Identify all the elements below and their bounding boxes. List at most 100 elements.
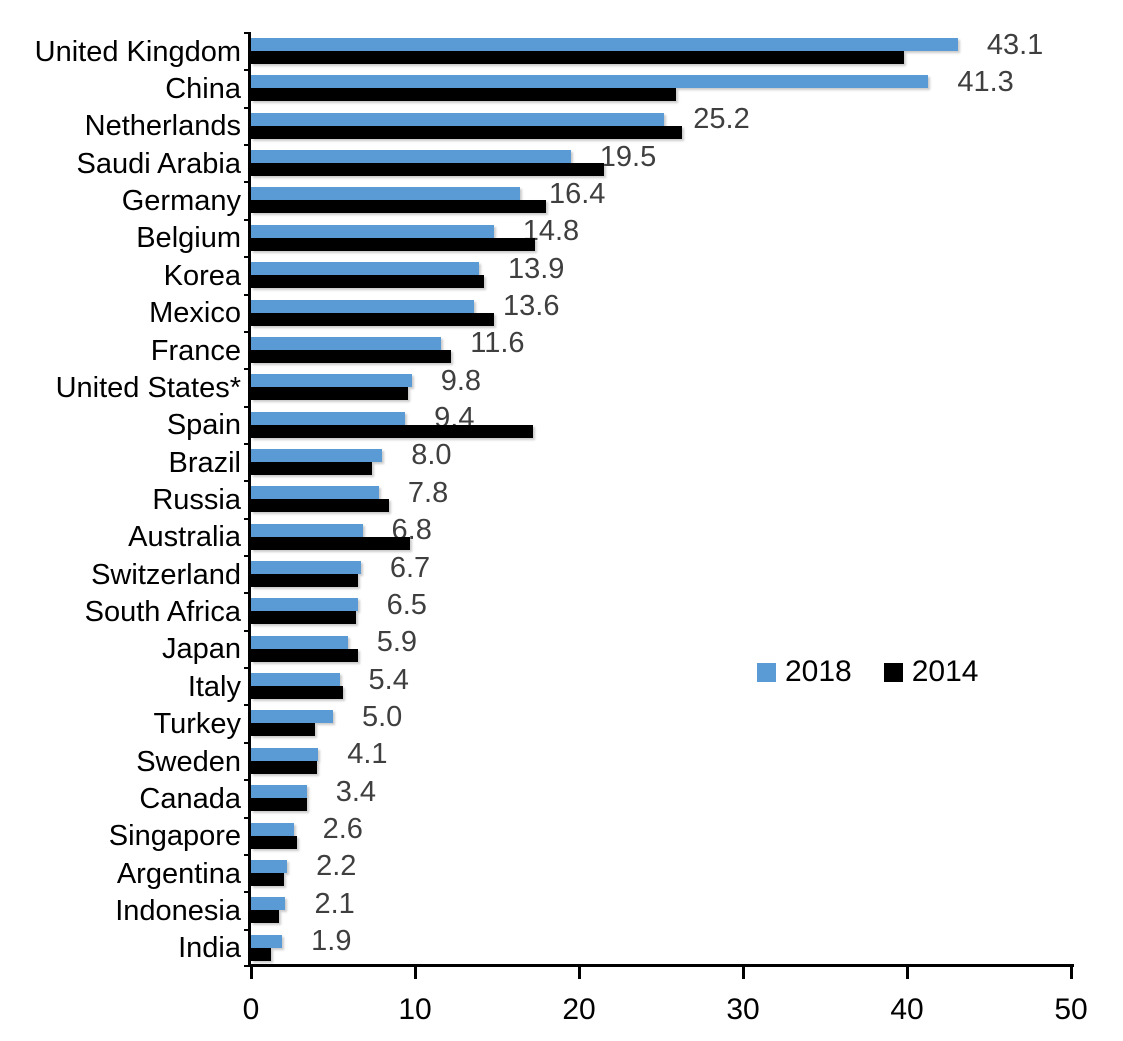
category-label: Australia [128, 521, 241, 554]
x-axis-tick [413, 967, 417, 979]
value-label: 11.6 [470, 327, 525, 360]
bar-2018 [251, 75, 929, 89]
bar-2014 [251, 51, 904, 64]
bar-2018 [251, 448, 383, 462]
y-axis-category-tick [244, 293, 251, 296]
category-label: Singapore [108, 820, 241, 853]
bar-2018 [251, 859, 288, 873]
value-label: 25.2 [693, 103, 750, 136]
value-label: 19.5 [599, 140, 657, 173]
y-axis-category-tick [244, 106, 251, 109]
y-axis-category-tick [244, 517, 251, 520]
category-label: Argentina [116, 857, 241, 890]
y-axis-category-tick [244, 704, 251, 707]
bar-2014 [251, 163, 604, 177]
y-axis-category-tick [244, 555, 251, 558]
value-label: 1.9 [311, 925, 352, 958]
x-axis-tick [905, 967, 909, 979]
y-axis-category-tick [244, 144, 251, 147]
y-axis-category-tick [244, 405, 251, 408]
bar-2018 [251, 822, 294, 836]
bar-2018 [251, 785, 307, 799]
bar-2014 [251, 611, 356, 625]
value-label: 3.4 [335, 775, 377, 808]
bar-2014 [251, 125, 683, 139]
bar-2018 [251, 635, 348, 649]
bar-2014 [251, 499, 389, 513]
value-label: 5.0 [362, 700, 403, 733]
y-axis-category-tick [244, 32, 251, 34]
y-axis-category-tick [244, 816, 251, 819]
y-axis-category-tick [244, 779, 251, 782]
value-label: 7.8 [407, 476, 449, 509]
y-axis-category-tick [244, 853, 251, 856]
bar-2018 [251, 224, 494, 238]
y-axis-category-tick [244, 181, 251, 184]
x-axis-tick [1069, 967, 1073, 979]
value-label: 41.3 [957, 65, 1014, 98]
category-label: Italy [187, 670, 241, 703]
bar-2014 [251, 872, 284, 886]
category-label: Canada [139, 782, 241, 815]
y-axis-category-tick [244, 667, 251, 670]
bar-2014 [251, 536, 411, 550]
bar-2018 [251, 112, 665, 126]
value-label: 9.8 [440, 364, 482, 397]
category-label: Japan [161, 633, 241, 666]
bar-2014 [251, 910, 279, 924]
y-axis-category-tick [244, 629, 251, 632]
category-label: China [165, 73, 241, 106]
y-axis-category-tick [244, 368, 251, 371]
legend-label: 2018 [785, 655, 852, 688]
y-axis-category-tick [244, 965, 251, 967]
bar-2014 [251, 275, 484, 289]
bar-2018 [251, 710, 333, 724]
y-axis-line [248, 33, 251, 967]
bar-2018 [251, 934, 283, 948]
value-label: 8.0 [411, 439, 452, 472]
x-axis-tick [249, 967, 253, 979]
category-label: Saudi Arabia [76, 147, 241, 180]
y-axis-category-tick [244, 442, 251, 445]
bar-2014 [251, 200, 547, 214]
bar-2018 [251, 299, 475, 313]
category-label: Indonesia [115, 894, 241, 927]
bar-2018 [251, 262, 479, 276]
value-label: 4.1 [347, 738, 388, 771]
legend-item-2018: 2018 [757, 657, 852, 687]
category-label: Belgium [136, 222, 241, 255]
y-axis-category-tick [244, 256, 251, 259]
x-tick-label: 50 [1054, 993, 1088, 1026]
y-axis-category-tick [244, 218, 251, 221]
category-label: Netherlands [84, 110, 241, 143]
bar-2018 [251, 673, 340, 687]
bar-2014 [251, 648, 358, 662]
category-label: Russia [152, 484, 241, 516]
value-label: 6.7 [389, 551, 431, 584]
category-label: Turkey [153, 708, 241, 741]
bar-2018 [251, 336, 442, 350]
category-label: Spain [166, 409, 241, 442]
bar-2018 [251, 411, 406, 425]
bar-2018 [251, 486, 379, 500]
y-axis-category-tick [244, 480, 251, 483]
legend-swatch-icon [757, 662, 776, 682]
bar-2018 [251, 374, 412, 388]
x-tick-label: 40 [890, 993, 924, 1026]
bar-2014 [251, 88, 676, 102]
value-label: 2.6 [322, 813, 363, 846]
bar-2014 [251, 723, 315, 737]
bar-2018 [251, 598, 358, 612]
y-axis-category-tick [244, 69, 251, 72]
category-label: France [150, 334, 241, 367]
x-tick-label: 20 [562, 993, 596, 1026]
value-label: 2.1 [314, 887, 355, 920]
bar-2014 [251, 947, 271, 961]
bar-2018 [251, 38, 958, 51]
bar-2014 [251, 387, 409, 401]
x-axis-line [248, 964, 1074, 967]
y-axis-category-tick [244, 592, 251, 595]
bar-2014 [251, 312, 494, 326]
bar-2014 [251, 760, 317, 774]
